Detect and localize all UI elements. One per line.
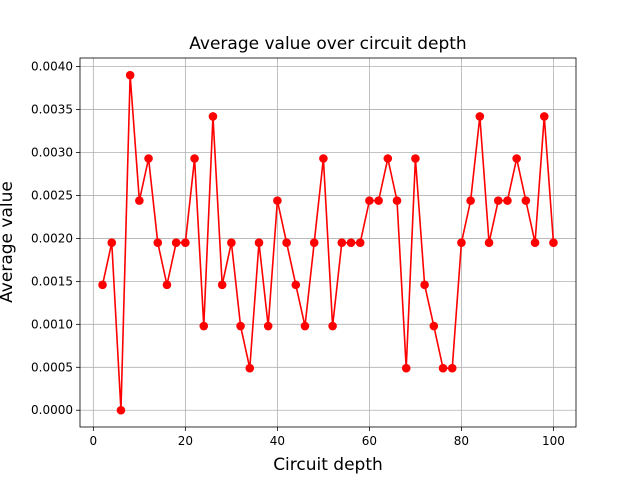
data-point — [365, 196, 374, 205]
data-point — [153, 238, 163, 248]
y-tick-label: 0.0000 — [31, 403, 73, 417]
data-point — [392, 196, 402, 205]
data-point — [254, 238, 264, 248]
x-axis-label: Circuit depth — [273, 455, 383, 475]
data-point — [181, 238, 190, 248]
data-point — [530, 238, 540, 248]
y-tick-label: 0.0010 — [31, 317, 73, 331]
data-point — [457, 238, 466, 248]
data-point — [217, 280, 227, 290]
y-tick-label: 0.0040 — [31, 60, 73, 74]
data-point — [512, 154, 521, 163]
data-point — [319, 154, 328, 163]
y-tick-label: 0.0030 — [31, 146, 73, 160]
y-tick-label: 0.0020 — [31, 231, 73, 245]
y-tick-label: 0.0035 — [31, 103, 73, 117]
y-tick-label: 0.0005 — [31, 360, 73, 374]
data-point — [503, 196, 512, 205]
data-point — [337, 238, 347, 248]
data-point — [549, 238, 558, 248]
data-point — [98, 280, 107, 290]
data-point — [539, 112, 549, 121]
x-tick-label: 80 — [454, 434, 469, 448]
data-point — [107, 238, 117, 248]
data-point — [438, 363, 448, 373]
data-point — [263, 321, 273, 331]
y-tick-label: 0.0015 — [31, 274, 73, 288]
chart-title: Average value over circuit depth — [189, 34, 466, 54]
data-point — [199, 321, 209, 331]
data-point — [236, 321, 245, 331]
data-point — [171, 238, 181, 248]
data-point — [429, 321, 439, 331]
data-point — [273, 196, 282, 205]
data-point — [144, 154, 153, 163]
data-point — [125, 70, 135, 80]
data-point — [475, 112, 485, 121]
data-point — [411, 154, 420, 163]
data-point — [309, 238, 319, 248]
data-point — [466, 196, 475, 205]
data-point — [355, 238, 365, 248]
data-point — [245, 363, 255, 373]
data-point — [190, 154, 199, 163]
data-point — [116, 405, 126, 415]
x-tick-label: 100 — [542, 434, 565, 448]
data-point — [291, 280, 301, 290]
x-tick-label: 0 — [90, 434, 98, 448]
data-point — [300, 321, 310, 331]
x-tick-label: 40 — [270, 434, 285, 448]
axis-ticks: 0 20 40 60 80 100 0.0000 0.0005 0.0010 0.0015 0.00… — [31, 60, 565, 448]
data-point — [346, 238, 356, 248]
data-point — [401, 363, 411, 373]
data-point — [447, 363, 457, 373]
data-point — [484, 238, 494, 248]
data-point — [227, 238, 236, 248]
x-tick-label: 20 — [178, 434, 193, 448]
data-point — [135, 196, 144, 205]
data-point — [208, 112, 218, 121]
plot-area-frame — [79, 57, 577, 428]
data-point — [521, 196, 531, 205]
x-tick-label: 60 — [362, 434, 377, 448]
data-point — [282, 238, 291, 248]
data-point — [328, 321, 337, 331]
data-point — [493, 196, 503, 205]
y-axis-label: Average value — [0, 181, 17, 303]
data-point — [383, 154, 393, 163]
series-group — [98, 70, 558, 415]
data-point — [420, 280, 429, 290]
data-point — [374, 196, 383, 205]
y-tick-label: 0.0025 — [31, 188, 73, 202]
data-point — [162, 280, 172, 290]
